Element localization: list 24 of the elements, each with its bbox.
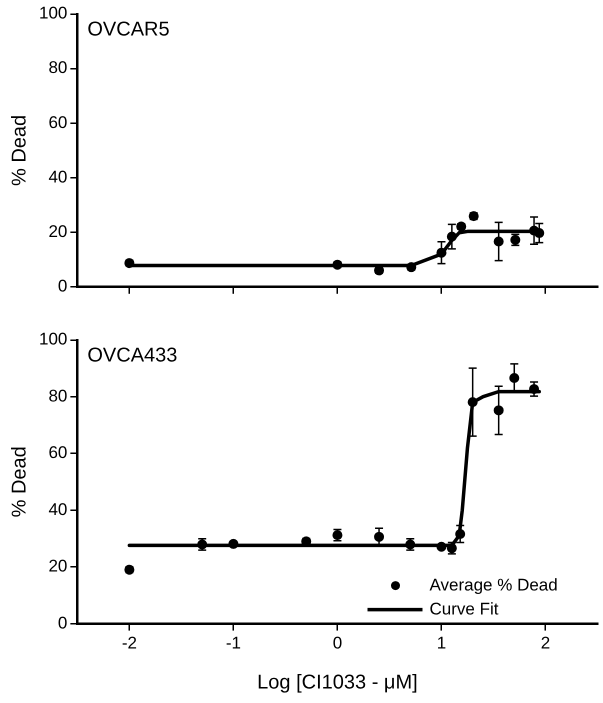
x-tick-label: 1: [436, 633, 446, 652]
y-tick-label: 20: [48, 222, 68, 241]
y-tick-label: 0: [58, 276, 68, 296]
legend-label: Curve Fit: [430, 599, 499, 618]
y-tick-label: 80: [48, 386, 68, 406]
y-tick-label: 80: [48, 58, 68, 78]
y-tick-label: 100: [38, 330, 68, 349]
x-tick-label: -1: [226, 633, 241, 652]
chart-title: OVCA433: [87, 344, 178, 367]
x-tick-label: 0: [332, 633, 342, 652]
y-tick-label: 0: [58, 613, 68, 632]
y-axis-title: % Dead: [8, 114, 31, 186]
x-tick-label: 2: [540, 633, 550, 652]
x-axis-title: Log [CI1033 - μM]: [257, 672, 418, 694]
y-tick-label: 40: [48, 500, 68, 519]
chart-title: OVCAR5: [87, 18, 170, 41]
y-tick-label: 60: [48, 443, 68, 462]
legend-label: Average % Dead: [430, 575, 558, 594]
y-tick-label: 40: [48, 167, 68, 186]
y-tick-label: 100: [38, 4, 68, 23]
y-tick-label: 20: [48, 556, 68, 576]
y-axis-title: % Dead: [8, 446, 31, 518]
y-tick-label: 60: [48, 112, 68, 132]
x-tick-label: -2: [122, 633, 137, 652]
